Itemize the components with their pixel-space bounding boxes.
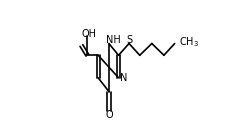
Text: NH: NH — [106, 35, 120, 45]
Text: S: S — [126, 35, 132, 45]
Text: OH: OH — [81, 29, 96, 39]
Text: N: N — [120, 73, 127, 83]
Text: CH$_3$: CH$_3$ — [179, 35, 199, 49]
Text: O: O — [105, 110, 113, 120]
